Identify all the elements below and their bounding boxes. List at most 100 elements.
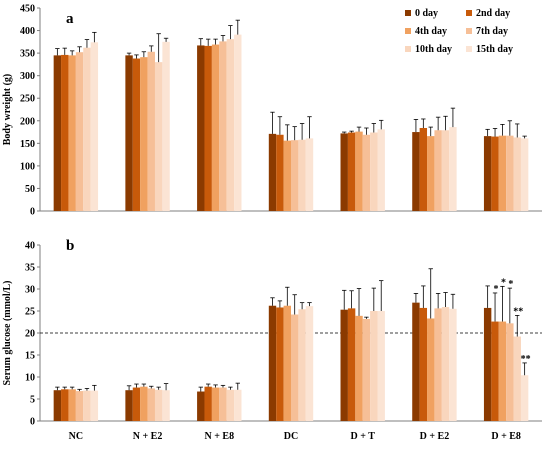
panel-letter: b <box>66 238 74 254</box>
bar <box>449 127 457 211</box>
bar <box>125 55 133 211</box>
legend-item: 7th day <box>466 26 508 37</box>
y-tick-label: 150 <box>20 139 35 150</box>
bar <box>506 135 514 211</box>
legend-label: 4th day <box>415 26 447 37</box>
y-tick-label: 10 <box>25 373 35 384</box>
y-tick-label: 0 <box>30 417 35 428</box>
bar <box>219 41 227 212</box>
bar <box>291 314 299 421</box>
bar <box>340 309 348 421</box>
bar <box>68 55 76 211</box>
legend-label: 7th day <box>476 26 508 37</box>
bar <box>53 55 62 211</box>
legend-label: 0 day <box>415 8 438 19</box>
bar <box>162 41 170 212</box>
significance-mark: * <box>494 284 499 295</box>
bar <box>520 138 529 211</box>
bar <box>219 387 227 421</box>
bar <box>197 391 205 421</box>
bar <box>506 323 514 421</box>
bar <box>83 390 91 421</box>
legend-item: 15th day <box>466 44 513 55</box>
bar <box>197 45 205 211</box>
bar <box>449 308 457 421</box>
bar <box>140 386 148 421</box>
bar <box>355 315 363 421</box>
bar <box>412 302 420 421</box>
bar <box>434 130 442 211</box>
bar <box>147 51 155 211</box>
bar <box>283 140 291 211</box>
bar <box>498 135 507 211</box>
bar <box>427 318 435 421</box>
bar <box>147 388 155 421</box>
y-tick-label: 200 <box>20 116 35 127</box>
bar <box>355 131 363 211</box>
bar <box>75 391 84 421</box>
legend-swatch <box>405 10 411 16</box>
legend-item: 4th day <box>405 26 447 37</box>
bar <box>347 132 356 211</box>
y-tick-label: 300 <box>20 71 35 82</box>
bar <box>234 389 242 421</box>
bar <box>125 390 133 421</box>
bar <box>276 307 284 421</box>
y-tick-label: 0 <box>30 207 35 218</box>
y-tick-label: 25 <box>25 307 35 318</box>
legend-item: 0 day <box>405 8 438 19</box>
category-label: N + E2 <box>133 431 163 442</box>
bar <box>268 305 277 421</box>
legend-label: 2nd day <box>476 8 510 19</box>
bar <box>441 307 450 421</box>
bar <box>362 134 371 211</box>
y-tick-label: 100 <box>20 161 35 172</box>
bar <box>427 136 435 211</box>
bar <box>305 306 314 421</box>
bar <box>340 133 348 211</box>
legend: 0 day 2nd day 4th day 7th day 10th day 15th d… <box>405 8 513 55</box>
bar <box>513 137 521 211</box>
bar <box>132 387 141 421</box>
category-label: D + E8 <box>491 431 521 442</box>
y-tick-label: 40 <box>25 241 35 252</box>
chart-panel-a: 0 50 100 150 200 250 300 350 400 450 Body wreight … <box>2 4 542 218</box>
bar <box>226 389 235 421</box>
y-tick-label: 20 <box>25 329 35 340</box>
bar <box>491 136 499 211</box>
legend-swatch <box>466 28 472 34</box>
bar <box>441 130 450 211</box>
significance-mark: * <box>501 277 506 288</box>
category-label: DC <box>284 431 298 442</box>
bar <box>154 389 163 421</box>
bar <box>377 129 385 211</box>
y-tick-label: 250 <box>20 94 35 105</box>
bar <box>162 390 170 421</box>
bar <box>61 54 69 211</box>
bar <box>132 58 141 211</box>
bar <box>204 45 212 211</box>
bar <box>90 390 99 421</box>
y-axis-label: Serum glucose (mmol/L) <box>2 281 13 386</box>
bar <box>377 311 385 421</box>
bar <box>483 136 492 211</box>
panel-letter: a <box>66 11 74 27</box>
bar <box>211 44 220 211</box>
bar <box>83 47 91 211</box>
bar <box>283 305 291 421</box>
bar <box>154 62 163 212</box>
legend-label: 15th day <box>476 44 513 55</box>
y-tick-label: 400 <box>20 26 35 37</box>
bar <box>53 390 62 421</box>
bar <box>276 134 284 211</box>
category-label: N + E8 <box>204 431 234 442</box>
legend-swatch <box>466 46 472 52</box>
bar <box>362 318 371 421</box>
y-tick-label: 15 <box>25 351 35 362</box>
legend-swatch <box>466 10 472 16</box>
bar <box>211 387 220 421</box>
bar <box>434 308 442 421</box>
significance-mark: ** <box>513 306 523 317</box>
bar <box>491 321 499 421</box>
